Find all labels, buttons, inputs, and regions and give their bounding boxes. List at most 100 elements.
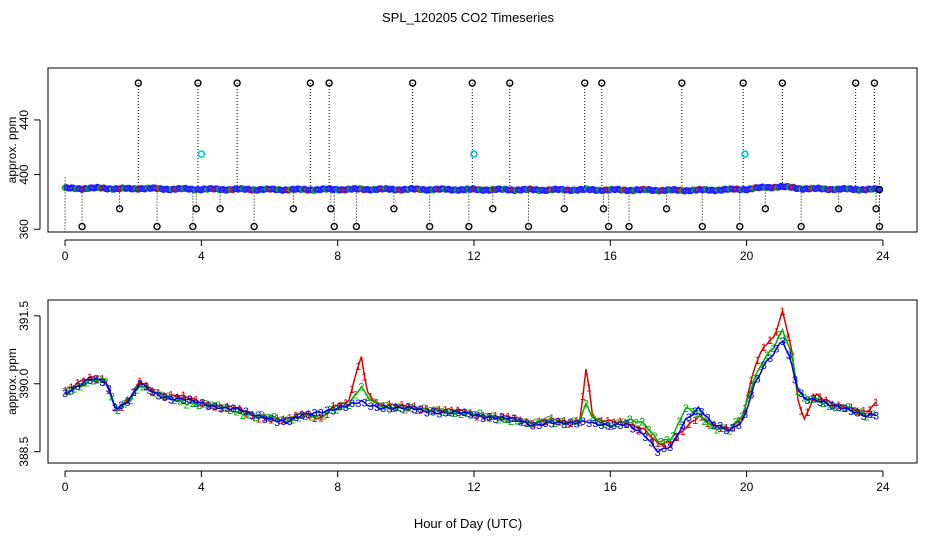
series-marker: 3 [212,401,218,413]
series-marker: 3 [405,402,411,414]
flagged-point [506,79,514,87]
series-marker: 2 [627,414,633,426]
series-marker: 2 [795,386,801,398]
series-marker: 1 [673,432,679,444]
series-marker: 3 [492,414,498,426]
series-marker: 3 [449,408,455,420]
y-tick-label: 391.5 [17,301,31,331]
flagged-point [216,205,224,213]
series-marker: 3 [230,403,236,415]
flagged-point [192,205,200,213]
x-tick-label: 16 [604,249,618,263]
flagged-point [598,79,606,87]
series-marker: 3 [648,438,654,450]
series-marker: 3 [293,412,299,424]
series-marker: 3 [717,420,723,432]
flagged-point [289,205,298,213]
series-marker: 3 [692,406,698,418]
series-marker: 3 [761,360,767,372]
series-marker: 3 [430,407,436,419]
series-marker: 3 [343,402,349,414]
series-marker: 2 [190,398,196,410]
series-marker: 3 [836,402,842,414]
flagged-point [489,205,497,213]
series-marker: 1 [212,402,218,414]
series-marker: 2 [464,408,470,420]
series-marker: 3 [168,395,174,407]
series-marker: 2 [402,405,408,417]
series-marker: 2 [620,417,626,429]
calibration-point [470,150,478,158]
x-tick-label: 20 [740,480,754,494]
flagged-point [327,205,335,213]
series-marker: 1 [536,416,542,428]
series-marker: 3 [336,402,342,414]
series-marker: 2 [789,351,795,363]
series-marker: 3 [287,416,293,428]
series-marker: 2 [433,405,439,417]
series-marker: 2 [851,406,857,418]
series-marker: 3 [617,420,623,432]
series-marker: 2 [159,390,165,402]
series-line [64,327,877,443]
series-marker: 1 [68,382,74,394]
series-marker: 3 [243,406,249,418]
flagged-point [233,79,241,87]
series-marker: 3 [106,384,112,396]
series-marker: 2 [315,411,321,423]
series-marker: 3 [418,404,424,416]
series-marker: 2 [808,394,814,406]
series-marker: 1 [648,433,654,445]
series-marker: 2 [570,416,576,428]
series-marker: 2 [414,405,420,417]
series-marker: 1 [324,409,330,421]
series-marker: 1 [686,419,692,431]
series-marker: 1 [736,416,742,428]
series-marker: 1 [293,410,299,422]
series-marker: 1 [187,394,193,406]
calibration-point [741,150,749,158]
series-marker: 2 [564,419,570,431]
series-marker: 3 [68,385,74,397]
series-marker: 2 [733,417,739,429]
series-marker: 3 [480,413,486,425]
series-marker: 1 [661,438,667,450]
series-marker: 3 [318,408,324,420]
flagged-point [189,222,197,231]
series-marker: 2 [71,384,77,396]
series-marker: 2 [496,415,502,427]
top-plot-area [61,79,884,232]
series-marker: 2 [184,399,190,411]
series-marker: 3 [873,411,879,423]
series-marker: 1 [455,405,461,417]
series-3: 3 3 3 3 3 3 333 3 333 3 3 3 3 3 3 3 3 3 3 3 3 3 3 3 3 3 3 3 3 3 3 3 3 3 3 3… [62,336,879,459]
series-marker: 3 [274,417,280,429]
series-marker: 3 [867,409,873,421]
flagged-point [625,222,633,231]
series-marker: 3 [786,350,792,362]
series-marker: 2 [308,412,314,424]
flagged-point [250,222,258,231]
series-marker: 2 [864,412,870,424]
plot-frame [47,67,918,233]
series-marker: 1 [199,398,205,410]
series-marker: 3 [486,411,492,423]
series-marker: 1 [630,419,636,431]
series-marker: 3 [312,407,318,419]
series-marker: 3 [187,394,193,406]
x-tick-label: 24 [876,480,890,494]
series-marker: 1 [817,392,823,404]
series-marker: 1 [486,413,492,425]
y-axis-label: approx. ppm [5,348,19,415]
series-marker: 3 [854,407,860,419]
series-marker: 3 [767,353,773,365]
flagged-point [662,205,671,213]
series-marker: 3 [530,420,536,432]
series-marker: 3 [567,417,573,429]
series-marker: 2 [458,409,464,421]
flagged-point [468,79,476,87]
series-marker: 1 [723,423,729,435]
series-marker: 3 [792,374,798,386]
